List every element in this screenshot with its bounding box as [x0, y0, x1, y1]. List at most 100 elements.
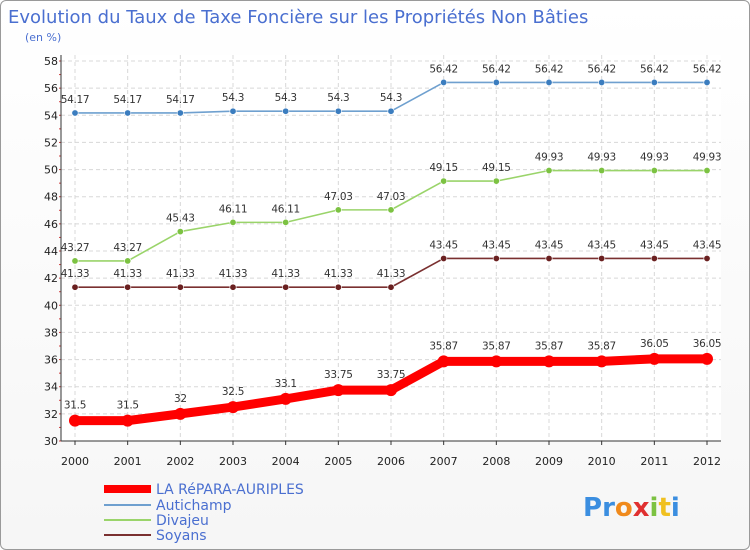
data-point [437, 355, 450, 368]
y-tick-label: 52 [44, 136, 58, 149]
chart-title: Evolution du Taux de Taxe Foncière sur l… [8, 7, 588, 28]
y-tick-label: 36 [44, 354, 58, 367]
data-label: 43.45 [693, 239, 722, 251]
data-point [282, 218, 290, 226]
data-point [176, 109, 184, 117]
data-label: 47.03 [377, 191, 406, 203]
data-point [650, 167, 658, 175]
data-label: 54.17 [166, 94, 195, 106]
data-label: 31.5 [117, 400, 139, 412]
data-point [492, 78, 500, 86]
logo-text: Proxiti [583, 493, 680, 523]
y-tick-label: 58 [44, 55, 58, 68]
data-label: 33.75 [377, 369, 406, 381]
data-label: 46.11 [219, 203, 248, 215]
data-point [440, 177, 448, 185]
data-point [492, 177, 500, 185]
data-point [387, 206, 395, 214]
data-point [71, 257, 79, 265]
data-label: 41.33 [271, 268, 300, 280]
data-point [279, 392, 292, 405]
y-tick-label: 48 [44, 191, 58, 204]
logo-letter: P [583, 493, 602, 523]
proxiti-logo: Proxiti [583, 493, 680, 523]
series-layer [69, 78, 713, 427]
data-label: 49.93 [587, 152, 616, 164]
data-label: 32 [174, 393, 187, 405]
y-tick-label: 42 [44, 272, 58, 285]
data-label: 35.87 [482, 340, 511, 352]
legend-label: Autichamp [156, 498, 232, 514]
data-label: 49.15 [429, 162, 458, 174]
logo-letter: i [671, 493, 680, 523]
x-tick-label: 2011 [640, 455, 668, 468]
x-tick-label: 2001 [114, 455, 142, 468]
data-label: 35.87 [429, 340, 458, 352]
legend-label: Divajeu [156, 513, 209, 529]
data-point [440, 254, 448, 262]
logo-letter: x [633, 493, 650, 523]
y-tick-label: 40 [44, 299, 58, 312]
data-point [703, 78, 711, 86]
data-point [334, 107, 342, 115]
data-point [229, 107, 237, 115]
y-tick-label: 50 [44, 164, 58, 177]
data-point [282, 283, 290, 291]
data-label: 49.93 [640, 152, 669, 164]
data-label: 43.45 [429, 239, 458, 251]
x-tick-label: 2006 [377, 455, 405, 468]
data-label: 43.45 [482, 239, 511, 251]
data-label: 43.27 [113, 242, 142, 254]
legend-label: LA RéPARA-AURIPLES [156, 482, 304, 498]
data-label: 54.3 [327, 92, 349, 104]
data-label: 49.93 [535, 152, 564, 164]
data-label: 47.03 [324, 191, 353, 203]
data-label: 45.43 [166, 213, 195, 225]
data-label: 56.42 [535, 63, 564, 75]
data-label: 43.45 [640, 239, 669, 251]
data-point [387, 283, 395, 291]
data-label: 56.42 [587, 63, 616, 75]
data-point [227, 401, 239, 414]
data-point [543, 355, 555, 368]
data-point [174, 407, 187, 420]
data-point [332, 384, 345, 397]
data-point [385, 384, 397, 397]
x-tick-label: 2000 [61, 455, 89, 468]
x-tick-label: 2002 [166, 455, 194, 468]
data-label: 56.42 [482, 63, 511, 75]
x-tick-label: 2005 [324, 455, 352, 468]
data-label: 49.15 [482, 162, 511, 174]
data-point [492, 254, 500, 262]
chart-subtitle: (en %) [25, 31, 61, 44]
legend-label: Soyans [156, 528, 206, 544]
data-point [650, 254, 658, 262]
data-label: 43.45 [535, 239, 564, 251]
data-label: 33.1 [275, 378, 297, 390]
y-tick-label: 56 [44, 82, 58, 95]
y-tick-label: 44 [44, 245, 58, 258]
data-point [334, 283, 342, 291]
data-point [545, 78, 553, 86]
data-point [124, 283, 132, 291]
data-point [71, 283, 79, 291]
logo-letter: o [615, 493, 633, 523]
y-tick-label: 30 [44, 435, 58, 448]
data-label: 43.45 [587, 239, 616, 251]
data-label: 35.87 [535, 340, 564, 352]
data-point [648, 352, 661, 365]
y-tick-label: 38 [44, 326, 58, 339]
data-label: 56.42 [693, 63, 722, 75]
x-tick-label: 2012 [693, 455, 721, 468]
data-label: 46.11 [271, 203, 300, 215]
data-point [69, 414, 81, 427]
x-tick-label: 2004 [272, 455, 300, 468]
data-labels: 41.33 41.33 41.33 41.33 41.33 41.33 41.33 43.45… [61, 63, 722, 411]
data-label: 32.5 [222, 386, 244, 398]
data-point [282, 107, 290, 115]
data-label: 35.87 [587, 340, 616, 352]
grid [61, 55, 721, 442]
data-label: 41.33 [219, 268, 248, 280]
